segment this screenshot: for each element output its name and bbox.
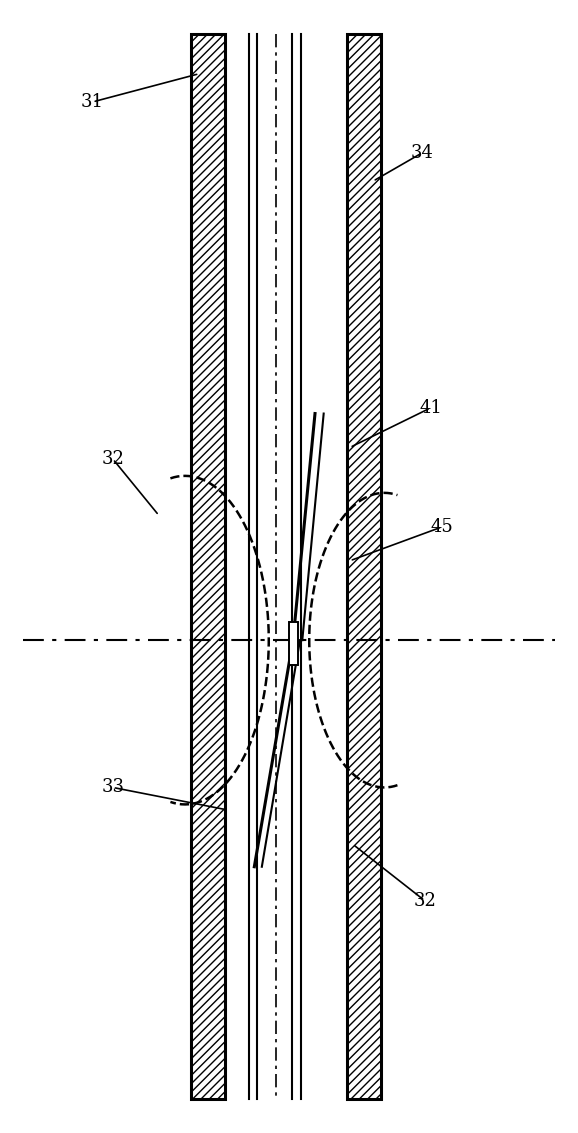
Text: 41: 41 <box>419 399 442 417</box>
Text: 32: 32 <box>413 892 436 910</box>
Text: 33: 33 <box>101 778 124 796</box>
Bar <box>191 34 225 1099</box>
Text: 45: 45 <box>431 518 454 536</box>
Bar <box>225 34 347 1099</box>
Text: 32: 32 <box>101 450 124 468</box>
Bar <box>347 34 381 1099</box>
Text: 34: 34 <box>410 144 434 162</box>
Text: 31: 31 <box>81 93 104 111</box>
Bar <box>289 622 298 665</box>
